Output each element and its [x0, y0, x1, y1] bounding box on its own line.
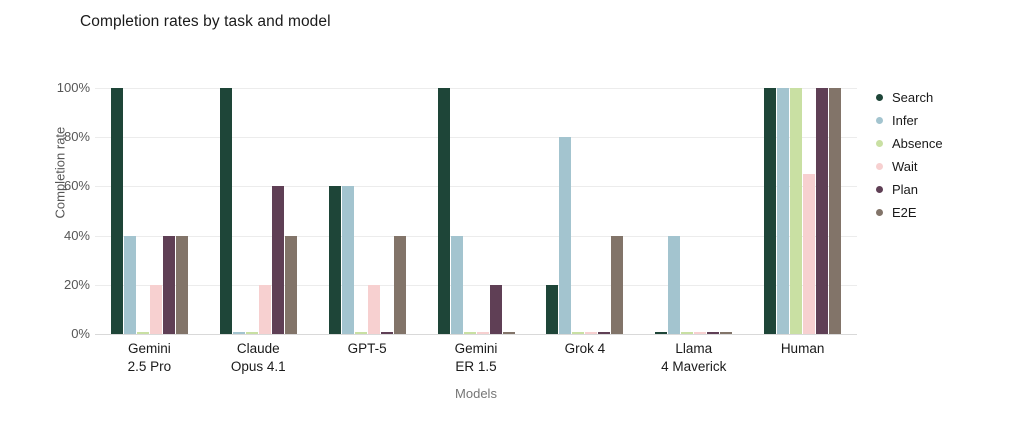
bar-infer [559, 137, 572, 334]
y-tick-label-40%: 40% [63, 227, 90, 243]
legend-dot-icon [876, 140, 883, 147]
bar-e2e [175, 235, 188, 334]
bar-e2e [284, 235, 297, 334]
gridline-100 [95, 88, 857, 89]
bar-infer [777, 88, 790, 334]
bar-wait [258, 284, 271, 334]
bar-group-claude-opus-4.1 [204, 88, 313, 334]
legend-item-plan: Plan [876, 178, 943, 201]
y-tick-label-20%: 20% [63, 276, 90, 292]
x-category-label: Llama 4 Maverick [661, 341, 727, 375]
bar-wait [476, 331, 489, 334]
legend-item-absence: Absence [876, 132, 943, 155]
bar-infer [450, 235, 463, 334]
y-tick-label-100%: 100% [56, 80, 90, 95]
bar-e2e [720, 331, 733, 334]
bar-infer [341, 186, 354, 334]
bar-e2e [393, 235, 406, 334]
legend-dot-icon [876, 209, 883, 216]
bar-wait [694, 331, 707, 334]
y-tick-label-60%: 60% [63, 178, 90, 194]
bar-plan [707, 331, 720, 334]
gridline-20 [95, 284, 857, 286]
y-axis-ticks: 0% 20% 40% 60% 80% 100% [30, 80, 90, 341]
bar-absence [681, 331, 694, 334]
bar-infer [123, 235, 136, 334]
bar-absence [463, 331, 476, 334]
bar-wait [367, 284, 380, 334]
gridline-0 [95, 334, 857, 335]
bar-search [219, 88, 232, 334]
bar-absence [245, 331, 258, 334]
bar-plan [271, 186, 284, 334]
bar-plan [380, 331, 393, 334]
bar-wait [803, 174, 816, 334]
bar-absence [136, 331, 149, 334]
y-tick-label-80%: 80% [63, 129, 90, 145]
x-axis-category-labels: Gemini 2.5 Pro Claude Opus 4.1 GPT-5 Gemini… [95, 340, 857, 376]
bar-search [546, 284, 559, 334]
gridline-80 [95, 137, 857, 139]
bar-e2e [502, 331, 515, 334]
legend: Search Infer Absence Wait Plan E2E [876, 86, 943, 224]
legend-dot-icon [876, 117, 883, 124]
bar-group-gpt-5 [313, 88, 422, 334]
bar-absence [790, 88, 803, 334]
legend-label: Absence [892, 136, 943, 151]
legend-label: Search [892, 90, 934, 105]
bar-plan [598, 331, 611, 334]
legend-item-infer: Infer [876, 109, 943, 132]
bar-search [437, 88, 450, 334]
legend-dot-icon [876, 163, 883, 170]
bar-wait [149, 284, 162, 334]
bar-search [110, 88, 123, 334]
bar-wait [585, 331, 598, 334]
gridline-40 [95, 235, 857, 237]
x-category-label: Gemini ER 1.5 [454, 341, 498, 375]
x-category-label: Human [780, 341, 825, 356]
legend-label: Infer [892, 113, 919, 128]
bar-search [764, 88, 777, 334]
legend-dot-icon [876, 186, 883, 193]
x-category-label: Gemini 2.5 Pro [127, 341, 172, 375]
bar-absence [354, 331, 367, 334]
bar-infer [232, 331, 245, 334]
legend-item-search: Search [876, 86, 943, 109]
bar-group-gemini-er-1.5 [422, 88, 531, 334]
x-category-label: GPT-5 [347, 341, 387, 356]
gridline-60 [95, 186, 857, 188]
bar-group-grok-4 [530, 88, 639, 334]
x-category-label: Grok 4 [564, 341, 606, 356]
chart-title: Completion rates by task and model [80, 13, 331, 30]
legend-item-wait: Wait [876, 155, 943, 178]
legend-item-e2e: E2E [876, 201, 943, 224]
bar-infer [668, 235, 681, 334]
plot-area [95, 88, 857, 335]
bar-plan [816, 88, 829, 334]
bar-group-llama-4-maverick [639, 88, 748, 334]
x-axis-label: Models [455, 386, 497, 401]
bar-absence [572, 331, 585, 334]
bar-plan [489, 284, 502, 334]
legend-label: Wait [892, 159, 918, 174]
bar-group-gemini-2.5-pro [95, 88, 204, 334]
bar-search [328, 186, 341, 334]
x-category-label: Claude Opus 4.1 [230, 341, 286, 375]
legend-label: E2E [892, 205, 917, 220]
y-tick-label-0%: 0% [71, 326, 90, 341]
bar-groups [95, 88, 857, 334]
bar-e2e [611, 235, 624, 334]
bar-plan [162, 235, 175, 334]
legend-dot-icon [876, 94, 883, 101]
bar-e2e [829, 88, 842, 334]
bar-search [655, 331, 668, 334]
legend-label: Plan [892, 182, 919, 197]
bar-group-human [748, 88, 857, 334]
